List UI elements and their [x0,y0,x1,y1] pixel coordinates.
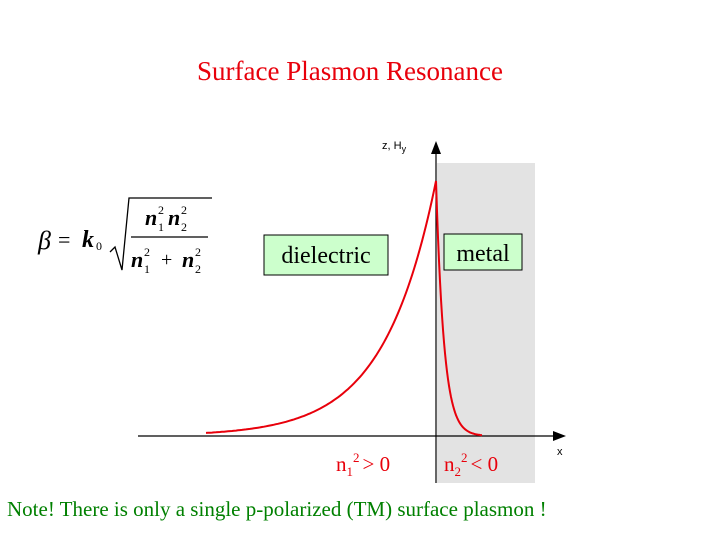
k-symbol: k [82,227,94,253]
n2-condition: n22 < 0 [444,450,498,479]
x-axis-label: x [557,446,563,458]
numerator-n1-sup: 2 [158,203,164,217]
numerator-n1: n [145,205,157,230]
n1-condition: n12 > 0 [336,450,390,479]
numerator-n2: n [168,205,180,230]
denominator-n1: n [131,247,143,272]
beta-symbol: β [37,226,51,255]
metal-label: metal [456,241,510,267]
note-text: Note! There is only a single p-polarized… [7,497,547,521]
x-axis-arrowhead [553,431,566,441]
field-decay-curve [205,180,483,437]
numerator-n2-sup: 2 [181,203,187,217]
radical-sign [109,197,212,271]
plus-sign: + [161,249,172,271]
dielectric-label: dielectric [281,243,370,269]
dispersion-formula: β = k 0 n 1 2 n 2 2 n 1 2 + n 2 2 [37,197,212,276]
numerator-n2-sub: 2 [181,220,187,234]
denominator-n1-sub: 1 [144,262,150,276]
metal-region [437,163,535,483]
slide-title: Surface Plasmon Resonance [197,56,503,86]
equals-sign: = [58,227,70,252]
y-axis-label: z, Hy [382,140,407,154]
denominator-n2: n [182,247,194,272]
metal-label-box: metal [443,233,523,271]
denominator-n1-sup: 2 [144,245,150,259]
denominator-n2-sup: 2 [195,245,201,259]
numerator-n1-sub: 1 [158,220,164,234]
y-axis-arrowhead [431,141,441,154]
dielectric-label-box: dielectric [263,234,389,276]
k-subscript: 0 [96,239,102,253]
denominator-n2-sub: 2 [195,262,201,276]
